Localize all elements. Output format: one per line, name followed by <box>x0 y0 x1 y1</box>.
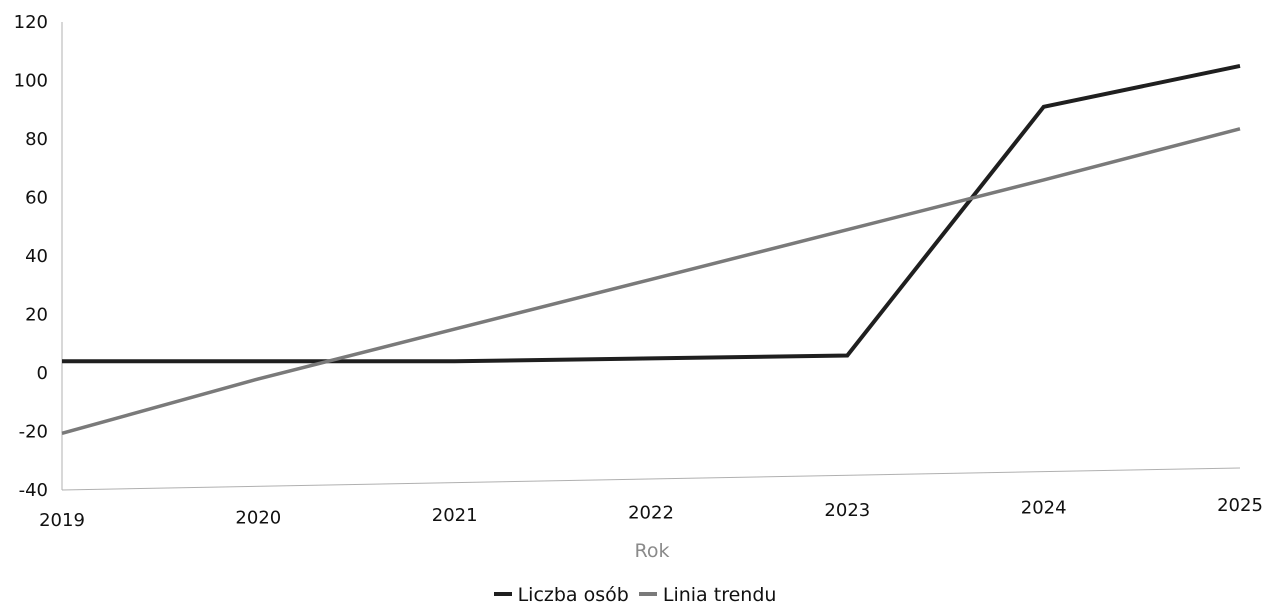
series-line-liczba-osob <box>62 63 1241 364</box>
y-tick-label: 80 <box>25 129 48 150</box>
series-line-linia-trendu <box>61 127 1241 435</box>
legend-label-linia-trendu: Linia trendu <box>662 584 777 606</box>
x-tick-label: 2024 <box>1021 498 1067 519</box>
y-tick-label: 0 <box>37 363 48 384</box>
legend-item-linia-trendu: Linia trendu <box>638 584 777 606</box>
legend-swatch-linia-trendu <box>638 591 657 596</box>
x-tick-label: 2019 <box>39 510 85 531</box>
x-tick-label: 2021 <box>432 505 478 526</box>
legend-swatch-liczba-osob <box>493 591 512 596</box>
y-tick-label: -40 <box>19 480 48 501</box>
x-tick-label: 2023 <box>824 500 870 521</box>
y-tick-label: 40 <box>25 246 48 267</box>
x-tick-labels: 2019 2020 2021 2022 2023 2024 2025 <box>39 495 1263 531</box>
x-tick-label: 2022 <box>628 503 674 524</box>
y-tick-label: 120 <box>14 12 48 33</box>
chart-axes <box>61 22 1241 491</box>
chart-legend: Liczba osób Linia trendu <box>0 584 1270 606</box>
x-axis-title: Rok <box>635 540 670 562</box>
y-tick-label: 20 <box>25 305 48 326</box>
y-tick-label: 100 <box>14 71 48 92</box>
legend-item-liczba-osob: Liczba osób <box>493 584 629 606</box>
x-tick-label: 2020 <box>235 508 281 529</box>
chart-series <box>61 63 1241 435</box>
y-tick-label: 60 <box>25 188 48 209</box>
x-tick-label: 2025 <box>1217 495 1263 516</box>
y-tick-label: -20 <box>19 422 48 443</box>
y-tick-labels: -40 -20 0 20 40 60 80 100 120 <box>14 12 48 501</box>
x-axis-line <box>61 467 1241 491</box>
legend-label-liczba-osob: Liczba osób <box>517 584 629 606</box>
